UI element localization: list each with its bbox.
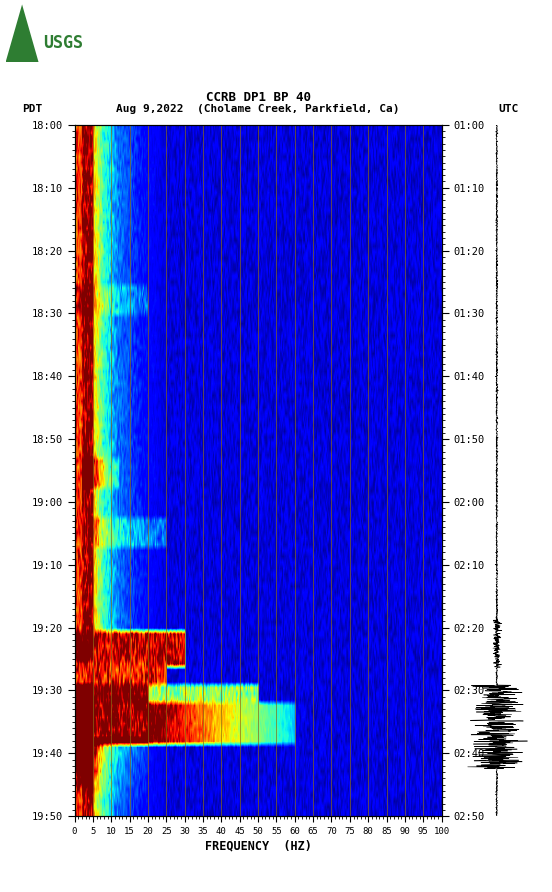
- Text: PDT: PDT: [22, 104, 43, 114]
- X-axis label: FREQUENCY  (HZ): FREQUENCY (HZ): [205, 839, 311, 853]
- Text: CCRB DP1 BP 40: CCRB DP1 BP 40: [205, 91, 311, 104]
- Text: UTC: UTC: [498, 104, 519, 114]
- Text: Aug 9,2022  (Cholame Creek, Parkfield, Ca): Aug 9,2022 (Cholame Creek, Parkfield, Ca…: [116, 104, 400, 114]
- Text: USGS: USGS: [43, 34, 83, 52]
- Polygon shape: [6, 4, 39, 62]
